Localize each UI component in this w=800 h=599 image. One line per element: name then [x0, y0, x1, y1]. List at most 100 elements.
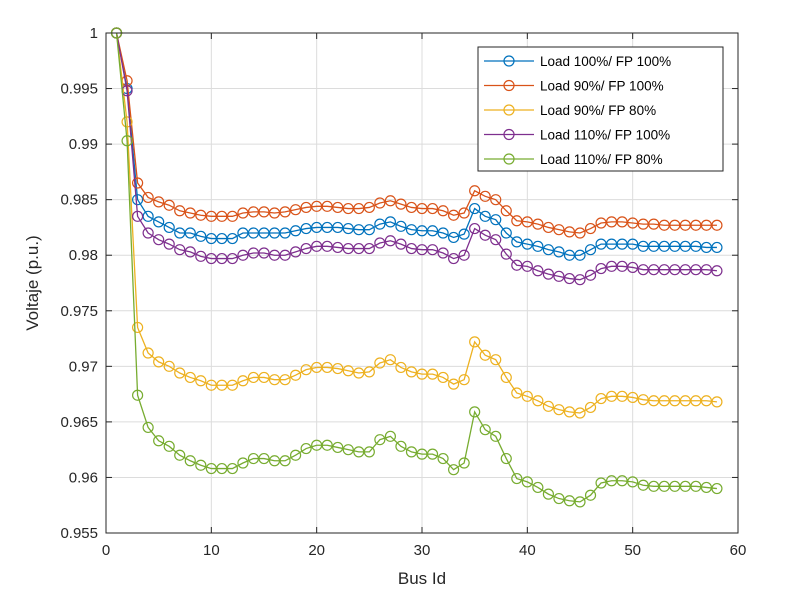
data-point — [553, 270, 565, 282]
data-point — [532, 218, 544, 230]
data-point — [500, 371, 512, 384]
data-point — [332, 362, 344, 375]
data-point — [363, 224, 375, 236]
data-point — [163, 238, 175, 250]
data-point — [332, 441, 344, 454]
data-point — [584, 244, 597, 256]
data-point — [627, 217, 639, 229]
series-1 — [110, 27, 723, 261]
data-point — [574, 227, 586, 239]
data-point — [184, 227, 196, 239]
legend-label: Load 110%/ FP 80% — [540, 152, 663, 167]
data-point — [279, 227, 291, 239]
data-point — [153, 216, 165, 228]
data-point — [437, 205, 449, 217]
data-point — [448, 378, 460, 390]
data-point — [563, 272, 576, 285]
ticks: 0 10 20 30 40 50 60 0.955 0.96 0.965 0.97 0.975 0.98… — [60, 25, 746, 559]
data-point — [174, 367, 186, 379]
data-point — [132, 194, 144, 206]
data-point — [395, 198, 407, 210]
data-point — [195, 230, 207, 242]
data-point — [458, 374, 470, 386]
data-point — [437, 452, 449, 465]
data-point — [553, 224, 565, 236]
data-point — [627, 238, 639, 250]
data-point — [184, 246, 196, 258]
data-point — [542, 221, 555, 234]
data-point — [458, 457, 470, 469]
data-point — [448, 209, 460, 221]
data-point — [300, 364, 312, 376]
data-point — [195, 250, 207, 262]
data-point — [479, 210, 491, 222]
data-point — [563, 406, 576, 418]
data-point — [616, 216, 628, 228]
data-point — [332, 241, 344, 254]
data-point — [627, 391, 639, 404]
data-point — [321, 200, 333, 212]
data-point — [384, 235, 396, 247]
data-point — [563, 495, 576, 507]
y-tick-label: 0.965 — [60, 414, 98, 431]
x-tick-label: 60 — [730, 542, 747, 559]
data-point — [163, 440, 175, 452]
legend-label: Load 90%/ FP 80% — [540, 103, 656, 118]
data-point — [469, 222, 481, 235]
data-point — [142, 347, 154, 359]
data-point — [258, 452, 270, 465]
data-point — [290, 204, 302, 216]
x-tick-label: 20 — [308, 542, 325, 559]
series-3 — [110, 27, 723, 419]
data-point — [353, 202, 365, 215]
series-4 — [110, 27, 723, 286]
data-point — [490, 354, 502, 366]
data-point — [627, 476, 639, 488]
data-point — [321, 240, 333, 252]
data-point — [405, 201, 418, 214]
data-point — [458, 228, 470, 240]
data-point — [511, 387, 523, 399]
data-point — [121, 135, 133, 147]
data-point — [542, 268, 555, 280]
data-point — [395, 361, 407, 374]
data-point — [195, 209, 207, 221]
data-point — [500, 205, 512, 217]
y-tick-label: 0.99 — [69, 136, 98, 153]
data-point — [405, 366, 418, 378]
data-point — [142, 227, 154, 239]
data-point — [342, 444, 354, 456]
data-point — [511, 259, 523, 271]
data-point — [553, 246, 565, 258]
data-point — [163, 360, 175, 372]
data-point — [648, 218, 660, 230]
data-point — [574, 249, 586, 261]
data-point — [711, 396, 723, 408]
data-point — [426, 368, 439, 380]
data-point — [584, 401, 597, 414]
data-point — [353, 367, 365, 379]
data-point — [132, 177, 144, 189]
data-point — [711, 482, 723, 495]
data-point — [500, 227, 512, 239]
data-point — [469, 406, 481, 418]
legend-label: Load 90%/ FP 100% — [540, 79, 664, 94]
data-point — [458, 207, 470, 219]
data-point — [132, 321, 144, 334]
data-point — [384, 430, 396, 442]
data-point — [511, 236, 523, 248]
data-point — [279, 249, 291, 261]
data-point — [290, 369, 302, 381]
data-point — [121, 116, 133, 128]
y-axis-label: Voltaje (p.u.) — [23, 235, 42, 330]
data-point — [237, 249, 249, 261]
data-point — [374, 218, 386, 230]
data-point — [584, 222, 597, 235]
data-point — [627, 261, 639, 274]
x-tick-label: 40 — [519, 542, 536, 559]
data-point — [132, 389, 144, 401]
data-point — [384, 216, 396, 228]
data-point — [226, 252, 238, 265]
data-point — [595, 392, 607, 405]
data-point — [395, 440, 407, 452]
